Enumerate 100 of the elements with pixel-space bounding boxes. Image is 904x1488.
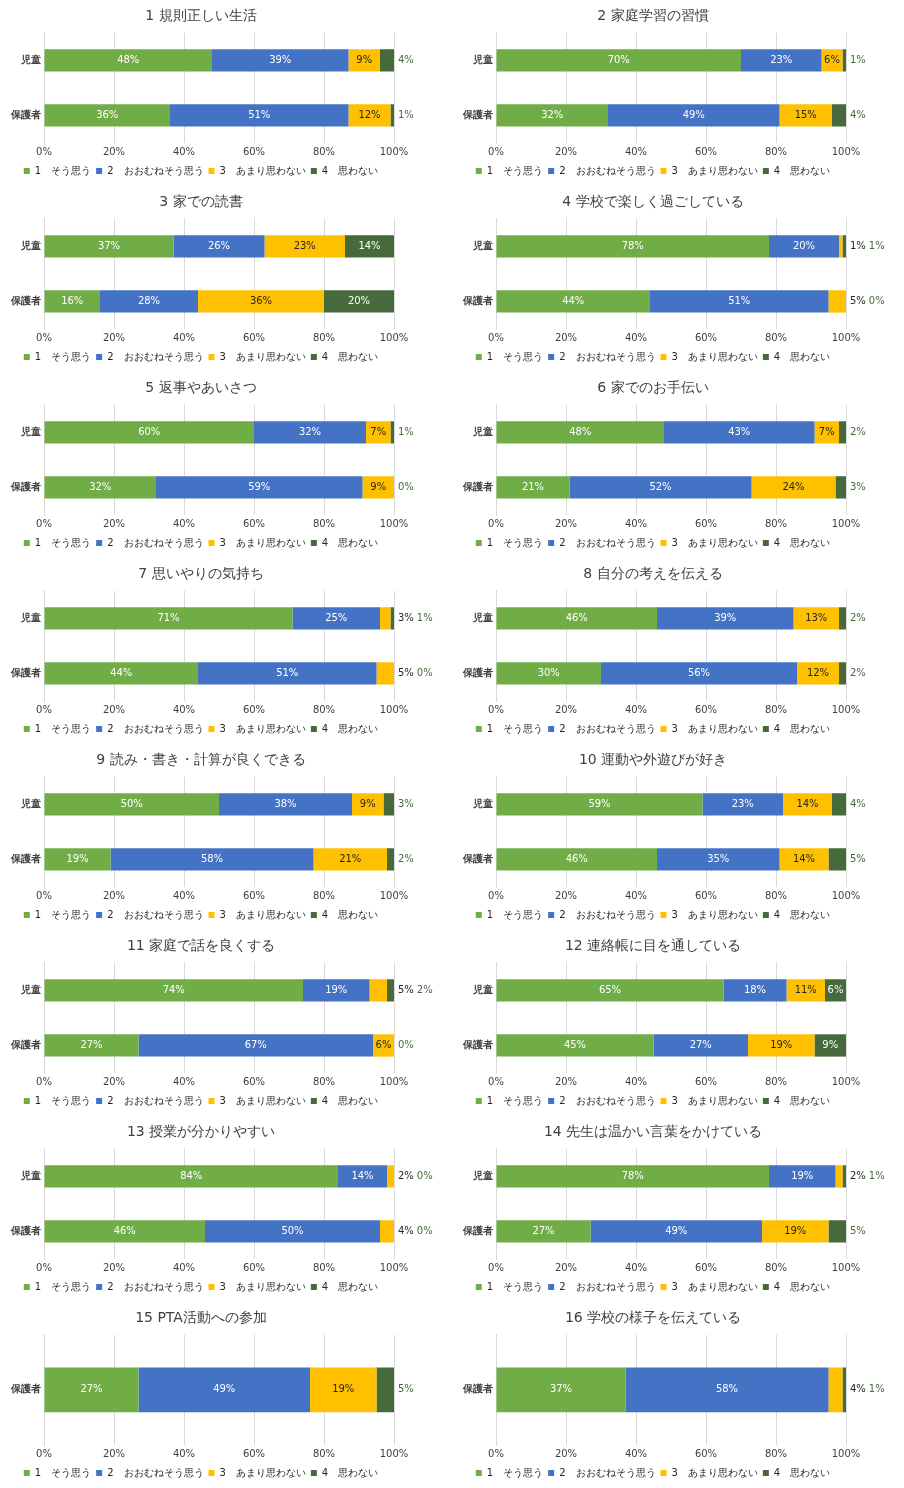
legend-label: 3 あまり思わない: [219, 722, 306, 734]
x-tick-label: 60%: [694, 889, 718, 901]
data-label: 1%: [868, 239, 885, 251]
x-tick-label: 80%: [764, 331, 788, 343]
legend-label: 1 そう思う: [34, 1466, 92, 1478]
x-tick-label: 20%: [554, 517, 578, 529]
x-tick-label: 100%: [831, 517, 861, 529]
x-tick-label: 40%: [172, 517, 196, 529]
chart-title: 12 連絡帳に目を通している: [564, 937, 742, 954]
x-tick-label: 100%: [379, 517, 409, 529]
data-label: 71%: [157, 611, 180, 623]
x-tick-label: 20%: [554, 331, 578, 343]
chart-title: 14 先生は温かい言葉をかけている: [543, 1123, 763, 1140]
legend-label: 2 おおむねそう思う: [559, 536, 656, 548]
data-label: 2%: [849, 667, 866, 679]
x-tick-label: 20%: [554, 1261, 578, 1273]
bar: [376, 1367, 394, 1413]
x-tick-label: 60%: [694, 1447, 718, 1459]
legend-label: 2 おおむねそう思う: [107, 164, 204, 176]
data-label: 1%: [849, 239, 866, 251]
data-label: 36%: [96, 109, 119, 121]
data-label: 51%: [248, 109, 271, 121]
legend-label: 3 あまり思わない: [671, 164, 758, 176]
data-label: 50%: [120, 797, 143, 809]
bar: [348, 104, 391, 127]
data-label: 56%: [687, 667, 711, 679]
x-tick-label: 20%: [102, 1447, 126, 1459]
bar: [741, 49, 822, 72]
y-tick-label: 保護者: [10, 295, 41, 307]
data-label: 5%: [397, 1383, 414, 1395]
data-label: 19%: [325, 983, 348, 995]
bar: [44, 1034, 139, 1057]
x-tick-label: 20%: [102, 1261, 126, 1273]
data-label: 70%: [607, 53, 630, 65]
bar: [264, 235, 345, 258]
data-label: 44%: [562, 295, 585, 307]
x-tick-label: 60%: [694, 703, 718, 715]
data-label: 58%: [200, 853, 224, 865]
legend-label: 4 思わない: [321, 350, 379, 362]
y-tick-label: 保護者: [462, 109, 493, 121]
data-label: 39%: [714, 611, 737, 623]
legend-label: 4 思わない: [321, 1466, 379, 1478]
data-label: 4%: [397, 53, 414, 65]
legend-label: 4 思わない: [773, 722, 831, 734]
legend-label: 2 おおむねそう思う: [107, 722, 204, 734]
y-tick-label: 保護者: [10, 1383, 41, 1395]
x-tick-label: 60%: [694, 1075, 718, 1087]
bar: [832, 104, 846, 127]
data-label: 9%: [370, 481, 387, 493]
data-label: 59%: [588, 797, 611, 809]
legend-label: 1 そう思う: [34, 722, 92, 734]
data-label: 51%: [728, 295, 751, 307]
x-tick-label: 60%: [242, 331, 266, 343]
x-tick-label: 40%: [172, 145, 196, 157]
x-tick-label: 0%: [488, 889, 504, 901]
data-label: 67%: [244, 1039, 267, 1051]
x-tick-label: 100%: [379, 889, 409, 901]
bar: [100, 290, 198, 313]
legend-label: 4 思わない: [321, 1094, 379, 1106]
data-label: 4%: [397, 1225, 414, 1237]
data-label: 6%: [827, 983, 844, 995]
y-tick-label: 児童: [20, 797, 41, 809]
bar: [44, 104, 170, 127]
legend-label: 1 そう思う: [486, 908, 544, 920]
bar: [313, 848, 387, 871]
data-label: 0%: [416, 667, 433, 679]
legend-label: 1 そう思う: [486, 1466, 544, 1478]
data-label: 11%: [794, 983, 817, 995]
y-tick-label: 保護者: [462, 1225, 493, 1237]
bar: [376, 662, 394, 685]
data-label: 2%: [397, 1169, 414, 1181]
data-label: 1%: [868, 1383, 885, 1395]
data-label: 28%: [137, 295, 161, 307]
data-label: 14%: [792, 853, 816, 865]
x-tick-label: 80%: [312, 889, 336, 901]
legend-label: 1 そう思う: [486, 722, 544, 734]
bar: [496, 793, 703, 816]
x-tick-label: 20%: [102, 331, 126, 343]
bar: [338, 1165, 387, 1188]
legend-label: 4 思わない: [321, 1280, 379, 1292]
y-tick-label: 児童: [472, 797, 493, 809]
x-tick-label: 0%: [36, 889, 52, 901]
chart-title: 9 読み・書き・計算が良くできる: [96, 751, 306, 768]
x-tick-label: 100%: [831, 1075, 861, 1087]
data-label: 49%: [665, 1225, 688, 1237]
data-label: 1%: [397, 109, 414, 121]
chart-title: 3 家での読書: [159, 193, 243, 210]
data-label: 2%: [849, 1169, 866, 1181]
bar: [835, 476, 846, 499]
x-tick-label: 20%: [102, 145, 126, 157]
y-tick-label: 保護者: [10, 853, 41, 865]
legend-label: 4 思わない: [773, 536, 831, 548]
data-label: 39%: [269, 53, 292, 65]
bar: [496, 290, 650, 313]
legend-label: 4 思わない: [773, 164, 831, 176]
chart-title: 16 学校の様子を伝えている: [564, 1309, 742, 1326]
bar: [779, 104, 832, 127]
x-tick-label: 40%: [172, 331, 196, 343]
legend-label: 1 そう思う: [486, 164, 544, 176]
bar: [625, 1367, 829, 1413]
